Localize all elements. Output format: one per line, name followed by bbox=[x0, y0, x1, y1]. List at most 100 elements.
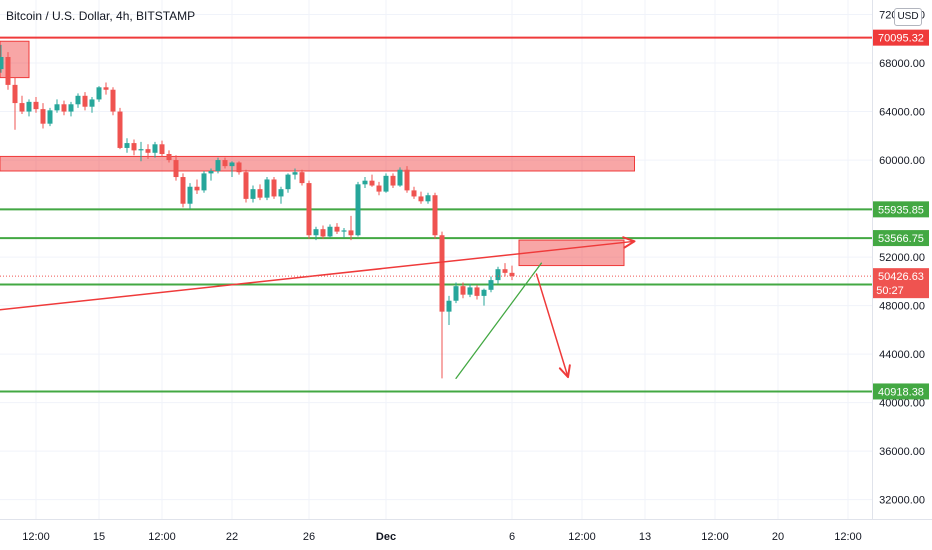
candle bbox=[201, 170, 207, 193]
candle-body bbox=[306, 183, 312, 236]
level-price-label-bg bbox=[873, 383, 929, 400]
candle-body bbox=[243, 172, 249, 199]
x-tick-label: 20 bbox=[772, 531, 784, 543]
x-tick-label: 12:00 bbox=[148, 531, 176, 543]
candle-body bbox=[467, 287, 473, 295]
candle-body bbox=[285, 174, 291, 190]
candle-body bbox=[474, 287, 480, 296]
candle-body bbox=[425, 195, 431, 202]
candle-body bbox=[166, 154, 172, 161]
candle bbox=[89, 97, 95, 113]
candle bbox=[474, 284, 480, 300]
level-price-label-bg bbox=[873, 201, 929, 218]
candle bbox=[250, 185, 256, 203]
candle bbox=[439, 231, 445, 379]
candle bbox=[187, 183, 193, 209]
x-tick-label: 12:00 bbox=[568, 531, 596, 543]
candle-body bbox=[320, 229, 326, 237]
candle bbox=[110, 87, 116, 116]
candle bbox=[320, 225, 326, 239]
candle-body bbox=[495, 269, 501, 281]
candle-body bbox=[362, 180, 368, 185]
candle bbox=[285, 173, 291, 193]
candle-body bbox=[26, 101, 32, 112]
candle bbox=[264, 177, 270, 201]
y-tick-label: 36000.00 bbox=[879, 446, 925, 458]
candle-body bbox=[509, 272, 515, 277]
candle-body bbox=[194, 186, 200, 191]
candle bbox=[495, 266, 501, 284]
currency-selector[interactable]: USD bbox=[894, 8, 922, 26]
candle bbox=[61, 100, 67, 116]
candle bbox=[0, 44, 4, 73]
candle bbox=[299, 169, 305, 186]
candle bbox=[47, 107, 53, 127]
candle bbox=[159, 140, 165, 157]
x-tick-label: 12:00 bbox=[22, 531, 50, 543]
candle-body bbox=[390, 175, 396, 186]
candle-body bbox=[229, 162, 235, 167]
arrow-head bbox=[622, 236, 636, 249]
candle bbox=[418, 191, 424, 204]
candle-body bbox=[397, 169, 403, 186]
candle-body bbox=[110, 89, 116, 112]
bar-countdown-label: 50:27 bbox=[876, 285, 904, 297]
candle bbox=[257, 184, 263, 201]
candle-body bbox=[12, 84, 18, 104]
candle-body bbox=[124, 143, 130, 148]
candle-body bbox=[173, 160, 179, 178]
candle-body bbox=[313, 229, 319, 236]
chart-title: Bitcoin / U.S. Dollar, 4h, BITSTAMP bbox=[6, 9, 196, 23]
candle-body bbox=[103, 87, 109, 90]
y-tick-label: 64000.00 bbox=[879, 107, 925, 119]
candle bbox=[488, 276, 494, 293]
x-tick-label: 15 bbox=[93, 531, 105, 543]
candle-body bbox=[201, 173, 207, 191]
candle-body bbox=[96, 87, 102, 100]
y-tick-label: 48000.00 bbox=[879, 301, 925, 313]
candle-body bbox=[355, 184, 361, 236]
candle-body bbox=[19, 103, 25, 112]
candle-body bbox=[159, 144, 165, 155]
candle-body bbox=[460, 286, 466, 295]
candle bbox=[502, 263, 508, 277]
candle bbox=[348, 215, 354, 241]
candle-body bbox=[327, 226, 333, 237]
candle-body bbox=[502, 269, 508, 273]
y-tick-label: 60000.00 bbox=[879, 155, 925, 167]
trend-line bbox=[0, 240, 636, 311]
candle bbox=[180, 173, 186, 208]
candle bbox=[355, 181, 361, 237]
candle bbox=[40, 103, 46, 129]
candle-body bbox=[117, 111, 123, 148]
candle-body bbox=[383, 175, 389, 192]
level-price-label: 70095.32 bbox=[878, 33, 924, 45]
candle-body bbox=[68, 104, 74, 112]
candle bbox=[215, 157, 221, 174]
candle bbox=[26, 99, 32, 117]
y-tick-label: 52000.00 bbox=[879, 252, 925, 264]
candle bbox=[103, 82, 109, 95]
candle-body bbox=[376, 185, 382, 192]
x-tick-label: 26 bbox=[303, 531, 315, 543]
candle-body bbox=[264, 179, 270, 198]
candle bbox=[460, 282, 466, 299]
candle bbox=[82, 92, 88, 111]
candle bbox=[54, 99, 60, 113]
candle bbox=[369, 174, 375, 187]
candle bbox=[222, 157, 228, 169]
candle-body bbox=[341, 230, 347, 232]
candle-body bbox=[334, 226, 340, 232]
level-price-label-bg bbox=[873, 29, 929, 46]
candle-body bbox=[131, 143, 137, 151]
candle bbox=[334, 223, 340, 235]
candle-body bbox=[404, 169, 410, 191]
candle bbox=[124, 138, 130, 153]
resistance-zone bbox=[0, 40, 30, 79]
candle-body bbox=[54, 104, 60, 111]
candle bbox=[75, 93, 81, 108]
candle bbox=[138, 141, 144, 162]
level-price-label: 40918.38 bbox=[878, 386, 924, 398]
candle bbox=[145, 144, 151, 159]
